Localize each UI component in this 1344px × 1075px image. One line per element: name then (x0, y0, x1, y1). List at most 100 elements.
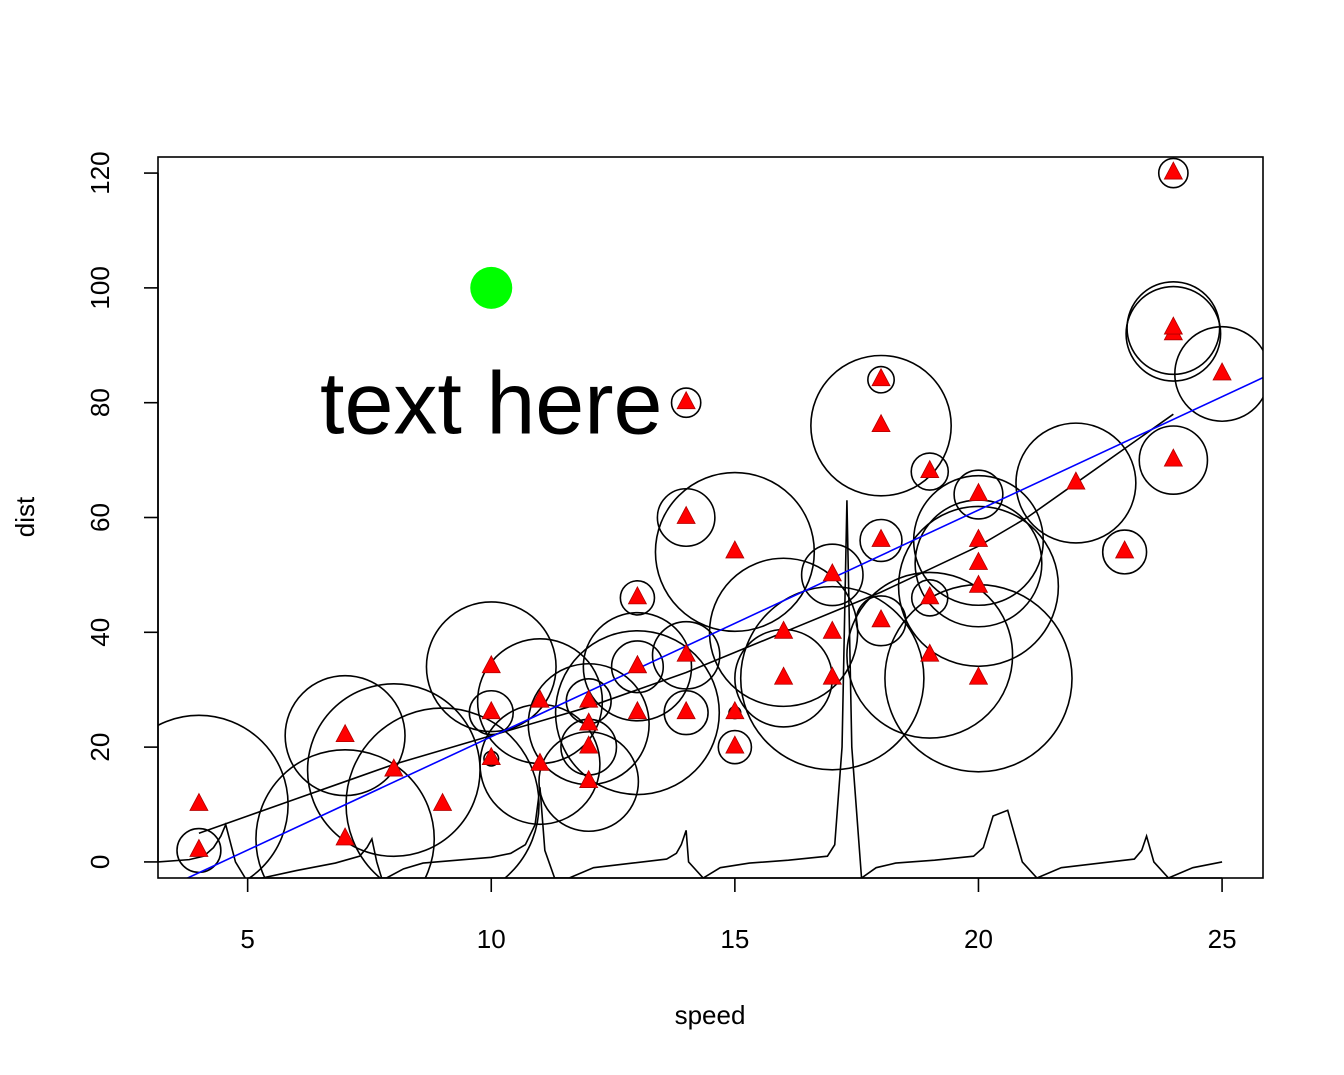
y-tick-label: 60 (85, 503, 115, 532)
data-point (189, 838, 209, 857)
circle-symbol (953, 469, 1004, 520)
circle-symbol (717, 729, 753, 765)
data-point (481, 654, 501, 674)
data-point (871, 413, 891, 433)
y-tick-label: 0 (85, 855, 115, 869)
data-point (1163, 448, 1184, 467)
data-point (1163, 161, 1184, 180)
data-point (627, 654, 648, 674)
data-point (725, 700, 745, 720)
data-point (189, 792, 209, 811)
data-point (822, 620, 842, 639)
circle-symbol (610, 640, 665, 694)
data-point (871, 608, 891, 628)
circle-symbol (1101, 529, 1148, 575)
circle-symbol (425, 601, 557, 733)
data-point (676, 700, 696, 720)
data-point (1066, 471, 1086, 490)
y-tick-label: 100 (85, 266, 115, 309)
data-point (871, 367, 891, 387)
data-point (530, 752, 550, 771)
circle-symbol (897, 505, 1060, 668)
y-tick-label: 120 (85, 151, 115, 194)
circle-symbol (284, 674, 406, 797)
axes: 5 10 15 20 25 0 20 40 60 80 100 120 (85, 151, 1237, 954)
data-point (920, 586, 940, 605)
x-tick-label: 5 (240, 924, 254, 954)
data-point (579, 735, 599, 754)
data-point (627, 700, 648, 720)
circle-symbol (651, 620, 721, 690)
circle-symbol (1138, 425, 1209, 496)
y-tick-label: 20 (85, 733, 115, 762)
circle-symbol (1174, 325, 1263, 423)
data-point (432, 792, 453, 811)
data-point (822, 563, 842, 582)
circle-symbol (846, 571, 1014, 739)
circle-symbol (867, 365, 895, 394)
circle-symbol (739, 585, 925, 771)
data-point (725, 540, 745, 559)
decorative-line (158, 500, 1223, 878)
regression-line (185, 376, 1263, 878)
data-point (335, 723, 355, 743)
data-point (773, 620, 794, 639)
circle-symbol (654, 471, 816, 633)
circle-symbol (582, 611, 693, 722)
data-point (968, 666, 989, 685)
y-tick-label: 80 (85, 388, 115, 417)
data-point (1212, 362, 1232, 381)
y-tick-label: 40 (85, 618, 115, 647)
data-point (530, 689, 550, 708)
data-point (627, 586, 648, 605)
x-axis-title: speed (675, 1000, 746, 1030)
y-axis-title: dist (10, 496, 40, 537)
circle-symbol (910, 452, 950, 491)
data-point (481, 700, 501, 720)
circle-symbol (708, 557, 859, 708)
data-point (968, 482, 989, 501)
data-point (920, 459, 940, 478)
circle-symbol (158, 714, 289, 878)
x-tick-label: 20 (964, 924, 993, 954)
data-point (481, 746, 501, 765)
circle-symbol (619, 580, 656, 616)
data-point (822, 666, 842, 685)
plot-area: text here (158, 157, 1263, 878)
circle-symbol (538, 731, 640, 833)
annotation-text: text here (320, 354, 662, 453)
circle-symbol (554, 630, 721, 796)
data-point (384, 758, 404, 777)
circle-symbol (1126, 280, 1221, 376)
data-point (676, 643, 696, 662)
data-point (1163, 316, 1184, 335)
circle-symbol (1015, 422, 1137, 544)
data-point (335, 827, 355, 846)
circle-symbol (468, 689, 514, 736)
circle-symbol (1125, 285, 1222, 382)
data-point (579, 689, 599, 708)
circle-symbol (663, 689, 709, 736)
data-point (1114, 540, 1135, 559)
smooth-line (198, 413, 1174, 834)
data-point (968, 528, 989, 547)
data-point (968, 551, 989, 570)
highlight-point (470, 266, 513, 309)
data-point (920, 643, 940, 662)
data-point (579, 769, 599, 788)
circle-symbol (800, 543, 864, 607)
plot-frame (157, 156, 1264, 879)
data-point (676, 390, 696, 410)
x-tick-label: 10 (477, 924, 506, 954)
x-tick-label: 15 (720, 924, 749, 954)
circle-symbol (859, 518, 903, 563)
circle-symbol (670, 387, 702, 419)
data-point (676, 505, 696, 524)
circle-symbol (255, 749, 436, 878)
data-point (871, 528, 891, 547)
data-point (725, 735, 745, 754)
circle-symbol (810, 354, 952, 497)
data-point (773, 666, 794, 685)
data-point (968, 574, 989, 593)
